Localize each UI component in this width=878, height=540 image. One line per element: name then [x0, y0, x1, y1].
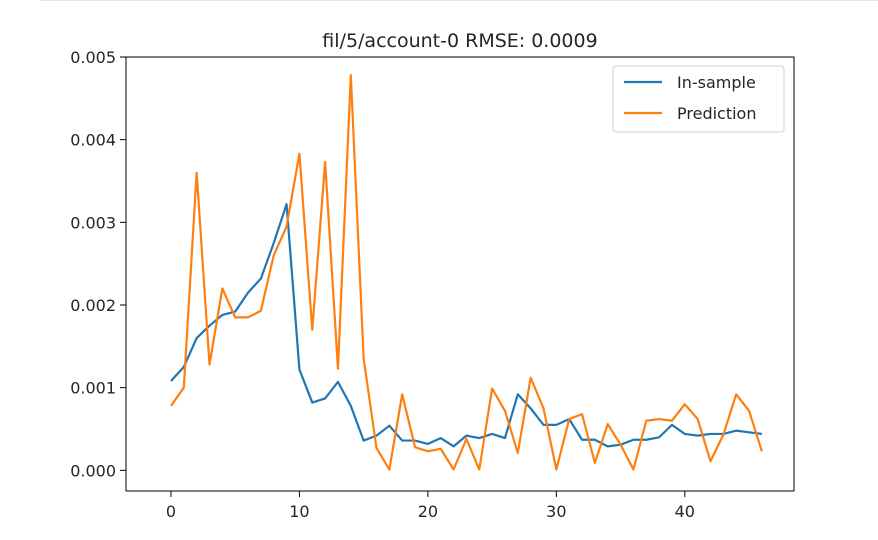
series-line-prediction: [170, 74, 763, 471]
y-tick-label: 0.002: [70, 296, 116, 315]
legend-label-in-sample: In-sample: [677, 73, 756, 92]
x-tick-label: 0: [166, 502, 176, 521]
legend-label-prediction: Prediction: [677, 104, 756, 123]
y-tick-label: 0.004: [70, 131, 116, 150]
series-layer: [170, 74, 763, 471]
y-axis: 0.000 0.001 0.002 0.003 0.004 0.005: [70, 48, 126, 480]
series-line-in-sample: [170, 203, 763, 448]
y-tick-label: 0.001: [70, 379, 116, 398]
y-tick-label: 0.003: [70, 213, 116, 232]
y-tick-label: 0.005: [70, 48, 116, 67]
y-tick-label: 0.000: [70, 461, 116, 480]
x-tick-label: 30: [546, 502, 566, 521]
x-tick-label: 20: [418, 502, 438, 521]
legend: In-sample Prediction: [612, 65, 785, 133]
x-tick-label: 40: [675, 502, 695, 521]
chart-title: fil/5/account-0 RMSE: 0.0009: [322, 30, 597, 52]
top-separator: [40, 0, 878, 1]
x-axis: 0 10 20 30 40: [166, 491, 695, 521]
x-tick-label: 10: [289, 502, 309, 521]
plot-frame: [125, 56, 795, 492]
